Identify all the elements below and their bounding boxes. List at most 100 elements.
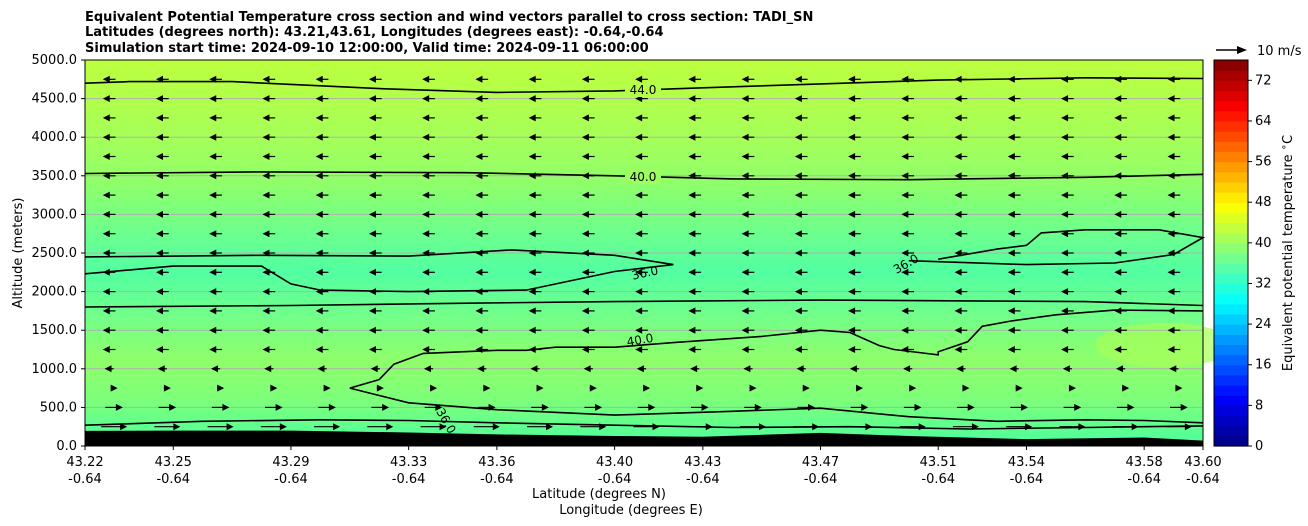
colorbar-segment: [1214, 273, 1248, 285]
wind-vector-head: [368, 133, 376, 141]
colorbar-segment: [1214, 385, 1248, 396]
contour-label-40-lower: 40.0: [626, 331, 655, 349]
wind-vector-head: [741, 191, 749, 199]
colorbar-segment: [1214, 131, 1248, 142]
wind-vector-head: [749, 384, 757, 392]
wind-vector-head: [115, 403, 123, 411]
wind-vector-head: [901, 288, 909, 296]
wind-vector-head: [688, 288, 696, 296]
wind-vector-head: [430, 384, 438, 392]
colorbar-segment: [1214, 222, 1248, 234]
wind-vector-head: [903, 365, 911, 373]
wind-vector-head: [262, 75, 270, 83]
wind-vector-head: [1167, 326, 1175, 334]
wind-vector-head: [368, 268, 376, 276]
wind-vector-head: [483, 384, 491, 392]
wind-vector-head: [264, 365, 272, 373]
colorbar-segment: [1214, 313, 1248, 325]
wind-vector-head: [475, 191, 483, 199]
wind-vector-head: [635, 326, 643, 334]
wind-vector-head: [262, 191, 270, 199]
wind-vector-head: [1061, 114, 1069, 122]
colorbar-segment: [1214, 80, 1248, 92]
wind-vector-head: [315, 191, 323, 199]
wind-vector-head: [848, 307, 856, 315]
wind-vector-head: [1009, 365, 1017, 373]
wind-vector-head: [368, 95, 376, 103]
wind-vector-head: [848, 191, 856, 199]
wind-vector-head: [475, 75, 483, 83]
wind-vector-head: [688, 153, 696, 160]
wind-vector-head: [156, 133, 164, 141]
wind-vector-head: [528, 326, 536, 334]
wind-vector-head: [901, 191, 909, 199]
wind-vector-head: [1007, 268, 1015, 276]
wind-vector-head: [1175, 384, 1183, 392]
wind-vector-head: [209, 172, 217, 180]
wind-vector-head: [209, 191, 217, 199]
wind-vector-head: [635, 346, 643, 353]
wind-vector-head: [688, 326, 696, 334]
x-tick-label-lon: -0.64: [1186, 472, 1220, 487]
wind-vector-head: [688, 133, 696, 141]
wind-vector-head: [741, 268, 749, 276]
wind-vector-head: [688, 230, 696, 238]
wind-vector-head: [209, 133, 217, 141]
wind-vector-head: [315, 268, 323, 276]
wind-vector-head: [1114, 288, 1122, 296]
colorbar-tick-label: 32: [1255, 276, 1272, 291]
terrain-silhouette: [85, 430, 1203, 446]
colorbar-segment: [1214, 334, 1248, 346]
wind-vector-head: [794, 153, 802, 160]
wind-vector-head: [262, 95, 270, 103]
wind-vector-head: [595, 403, 603, 411]
wind-vector-head: [954, 288, 962, 296]
colorbar-tick-label: 16: [1255, 358, 1272, 373]
colorbar-segment: [1214, 242, 1248, 254]
x-tick-label-lat: 43.40: [596, 455, 633, 470]
wind-vector-head: [169, 403, 177, 411]
colorbar-segment: [1214, 425, 1248, 437]
wind-vector-head: [583, 365, 591, 373]
wind-vector-head: [848, 268, 856, 276]
wind-vector-head: [954, 326, 962, 334]
wind-vector-head: [901, 153, 909, 160]
wind-vector-head: [528, 268, 536, 276]
x-tick-label-lon: -0.64: [1127, 472, 1161, 487]
contour-line-36-0: [349, 387, 1204, 424]
colorbar-segment: [1214, 202, 1248, 213]
wind-vector-head: [315, 210, 323, 218]
colorbar: 0 8 16 24 32 40 48 56 64 72: [1213, 59, 1272, 454]
colorbar-segment: [1214, 415, 1248, 427]
wind-vector-head: [1061, 210, 1069, 218]
wind-vector-head: [422, 114, 430, 122]
wind-vector-head: [581, 95, 589, 103]
colorbar-segment: [1214, 354, 1248, 366]
plot-area: [84, 59, 1235, 447]
wind-vector-head: [794, 133, 802, 141]
wind-vector-head: [901, 114, 909, 122]
colorbar-tick-label: 64: [1255, 114, 1272, 129]
wind-vector-head: [635, 75, 643, 83]
wind-vector-head: [102, 307, 110, 315]
wind-vector-head: [741, 288, 749, 296]
wind-vector-head: [528, 288, 536, 296]
wind-vector-head: [848, 249, 856, 257]
wind-vector-head: [209, 268, 217, 276]
wind-vector-head: [696, 384, 704, 392]
chart-title-line-3: Simulation start time: 2024-09-10 12:00:…: [85, 41, 649, 56]
x-tick-label-lon: -0.64: [598, 472, 632, 487]
y-tick-label: 2500.0: [32, 246, 78, 261]
wind-vector-head: [688, 249, 696, 257]
wind-vector-head: [102, 191, 110, 199]
x-tick-label-lat: 43.58: [1126, 455, 1163, 470]
wind-vector-head: [1114, 230, 1122, 238]
wind-vector-head: [315, 133, 323, 141]
wind-vector-head: [315, 172, 323, 180]
wind-vector-head: [589, 384, 597, 392]
wind-vector-head: [1007, 114, 1015, 122]
contour-line-36-0: [84, 418, 1204, 430]
wind-vector-head: [1007, 95, 1015, 103]
wind-vector-head: [156, 326, 164, 334]
colorbar-segment: [1214, 374, 1248, 386]
